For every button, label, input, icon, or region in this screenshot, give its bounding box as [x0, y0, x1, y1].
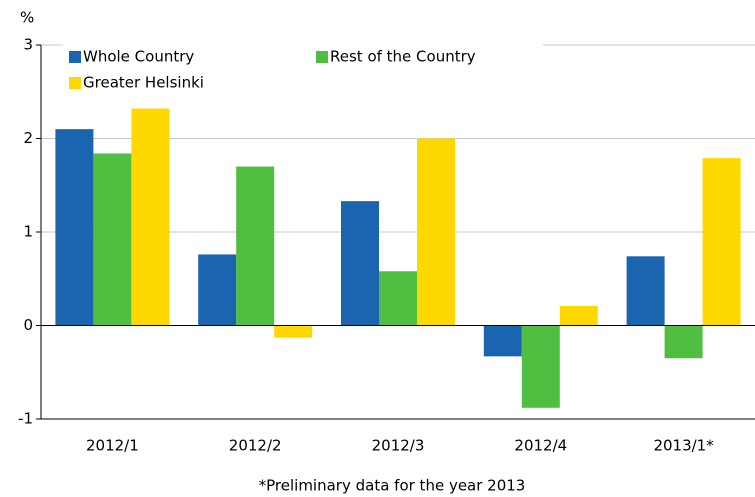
legend-label: Whole Country	[83, 48, 194, 66]
bar	[274, 325, 313, 338]
bar	[55, 129, 94, 326]
bar	[198, 254, 237, 326]
y-tick-label: 2	[23, 129, 33, 147]
x-tick-label: 2012/4	[514, 437, 567, 455]
y-tick-label: -1	[18, 410, 33, 428]
bar	[417, 138, 455, 326]
x-tick-label: 2012/3	[372, 437, 425, 455]
bar	[521, 325, 560, 408]
legend-box	[63, 37, 543, 95]
bar	[626, 256, 665, 326]
y-tick-label: 1	[23, 223, 33, 241]
bar	[559, 305, 598, 326]
legend-swatch	[69, 51, 81, 63]
bar	[702, 158, 741, 326]
bar	[483, 325, 522, 357]
legend-label: Rest of the Country	[330, 48, 476, 66]
legend-swatch	[316, 51, 328, 63]
x-tick-label: 2013/1*	[653, 437, 714, 455]
y-axis-label: %	[20, 9, 34, 27]
legend-label: Greater Helsinki	[83, 74, 204, 92]
x-tick-label: 2012/2	[229, 437, 282, 455]
footnote: *Preliminary data for the year 2013	[259, 477, 526, 495]
bar	[664, 325, 703, 359]
y-tick-label: 3	[23, 36, 33, 54]
bar	[131, 108, 170, 326]
x-tick-label: 2012/1	[86, 437, 139, 455]
bar	[379, 271, 417, 326]
legend-swatch	[69, 77, 81, 89]
bar	[93, 153, 132, 326]
bar	[236, 166, 275, 326]
bar	[341, 201, 379, 326]
y-tick-label: 0	[23, 316, 33, 334]
